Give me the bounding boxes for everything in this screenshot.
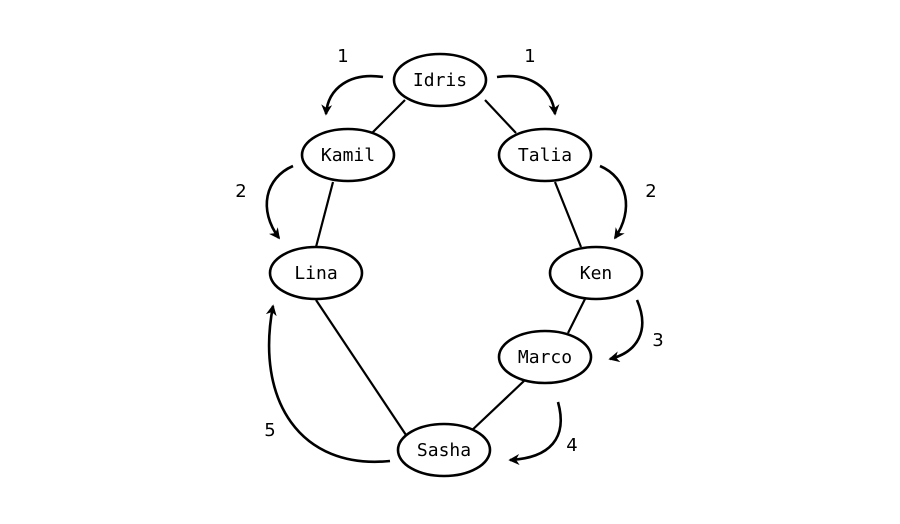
node-marco-label: Marco bbox=[518, 347, 572, 368]
step-label-sasha-lina: 5 bbox=[264, 420, 275, 441]
edge-lina-sasha bbox=[315, 299, 407, 436]
edge-idris-kamil bbox=[371, 99, 406, 134]
step-label-idris-kamil: 1 bbox=[337, 46, 348, 67]
node-sasha: Sasha bbox=[396, 422, 492, 478]
node-lina-shape bbox=[268, 245, 364, 301]
node-kamil-label: Kamil bbox=[321, 145, 375, 166]
edge-idris-talia bbox=[484, 99, 517, 134]
step-arrow-ken-marco bbox=[608, 299, 644, 363]
node-ken-label: Ken bbox=[580, 263, 613, 284]
node-marco-shape bbox=[497, 329, 593, 385]
step-arrows bbox=[265, 74, 644, 466]
step-arrow-sasha-lina bbox=[265, 304, 391, 464]
step-arrow-idris-talia bbox=[496, 74, 560, 116]
step-label-marco-sasha: 4 bbox=[566, 435, 577, 456]
nodes: Idris Kamil Talia Lina Ken Marco Sasha bbox=[268, 52, 644, 478]
step-label-kamil-lina: 2 bbox=[235, 181, 246, 202]
node-idris-label: Idris bbox=[413, 70, 467, 91]
step-labels: 1 1 2 2 3 4 5 bbox=[235, 46, 663, 456]
edge-ken-marco bbox=[567, 298, 586, 334]
step-label-idris-talia: 1 bbox=[524, 46, 535, 67]
node-talia-shape bbox=[497, 127, 593, 183]
step-arrow-talia-ken bbox=[599, 164, 628, 240]
edges bbox=[314, 99, 586, 436]
step-arrow-kamil-lina bbox=[265, 164, 294, 240]
node-talia: Talia bbox=[497, 127, 593, 183]
node-idris-shape bbox=[392, 52, 488, 108]
node-kamil: Kamil bbox=[300, 127, 396, 183]
node-sasha-label: Sasha bbox=[417, 440, 471, 461]
step-label-talia-ken: 2 bbox=[645, 181, 656, 202]
step-label-ken-marco: 3 bbox=[652, 330, 663, 351]
node-idris: Idris bbox=[392, 52, 488, 108]
node-sasha-shape bbox=[396, 422, 492, 478]
node-ken: Ken bbox=[548, 245, 644, 301]
node-talia-label: Talia bbox=[518, 145, 572, 166]
node-marco: Marco bbox=[497, 329, 593, 385]
step-arrow-marco-sasha bbox=[508, 401, 563, 466]
edge-kamil-lina bbox=[314, 181, 335, 248]
node-ken-shape bbox=[548, 245, 644, 301]
edge-talia-ken bbox=[553, 181, 583, 248]
node-kamil-shape bbox=[300, 127, 396, 183]
node-lina: Lina bbox=[268, 245, 364, 301]
edge-marco-sasha bbox=[468, 380, 525, 434]
node-lina-label: Lina bbox=[294, 263, 337, 284]
step-arrow-idris-kamil bbox=[321, 74, 384, 116]
